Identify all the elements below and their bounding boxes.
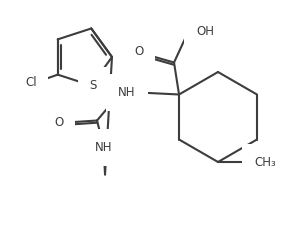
Text: NH: NH xyxy=(95,141,113,154)
Text: S: S xyxy=(90,79,97,92)
Text: O: O xyxy=(135,45,144,58)
Text: Cl: Cl xyxy=(25,76,36,89)
Text: CH₃: CH₃ xyxy=(254,156,276,168)
Text: O: O xyxy=(54,116,64,129)
Text: NH: NH xyxy=(118,86,136,99)
Text: OH: OH xyxy=(196,25,214,38)
